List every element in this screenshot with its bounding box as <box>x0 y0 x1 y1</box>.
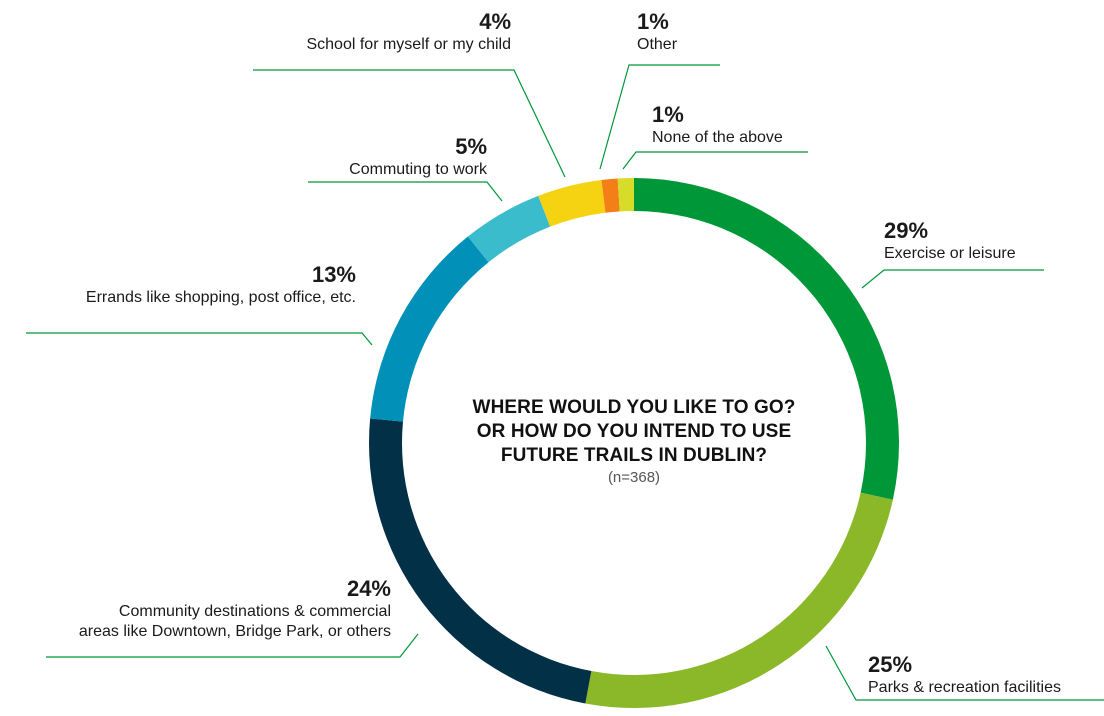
leader-line-commuting <box>308 181 503 202</box>
leader-line-exercise-or-leisure <box>861 269 1044 289</box>
leader-line-other <box>599 64 720 170</box>
chart-title-line-1: WHERE WOULD YOU LIKE TO GO? <box>472 397 796 418</box>
category-label-other: Other <box>637 36 678 53</box>
callout-community-destinations: 24% Community destinations & commercial … <box>79 576 391 642</box>
callout-commuting: 5% Commuting to work <box>349 134 487 180</box>
leader-line-none-of-the-above <box>622 151 808 170</box>
value-label-commuting: 5% <box>455 134 487 159</box>
leader-line-community-destinations <box>46 633 419 658</box>
value-label-community-destinations: 24% <box>346 576 391 601</box>
slice-other <box>601 178 620 213</box>
category-label-parks-recreation: Parks & recreation facilities <box>868 679 1061 696</box>
chart-title-line-2: OR HOW DO YOU INTEND TO USE <box>476 421 792 442</box>
value-label-exercise-or-leisure: 29% <box>884 218 929 243</box>
slice-exercise-or-leisure <box>634 178 900 500</box>
category-label-school: School for myself or my child <box>306 36 511 53</box>
slice-commuting <box>467 195 551 263</box>
callout-errands: 13% Errands like shopping, post office, … <box>86 262 356 308</box>
category-label-commuting: Commuting to work <box>349 161 487 178</box>
chart-title-block: WHERE WOULD YOU LIKE TO GO? OR HOW DO YO… <box>404 396 864 488</box>
slice-community-destinations <box>368 418 592 704</box>
value-label-none-of-the-above: 1% <box>652 102 684 127</box>
category-label-none-of-the-above: None of the above <box>652 129 783 146</box>
category-label-community-destinations-line-1: Community destinations & commercial <box>118 603 391 620</box>
callout-exercise-or-leisure: 29% Exercise or leisure <box>884 218 1016 264</box>
value-label-errands: 13% <box>311 262 356 287</box>
callout-none-of-the-above: 1% None of the above <box>652 102 783 148</box>
slice-school <box>538 180 606 227</box>
callout-parks-recreation: 25% Parks & recreation facilities <box>868 652 1061 698</box>
category-label-community-destinations-line-2: areas like Downtown, Bridge Park, or oth… <box>78 623 391 640</box>
category-label-exercise-or-leisure: Exercise or leisure <box>884 245 1016 262</box>
value-label-parks-recreation: 25% <box>868 652 913 677</box>
sample-size-note: (n=368) <box>607 469 661 486</box>
leader-line-parks-recreation <box>825 645 1104 701</box>
slice-none-of-the-above <box>617 178 634 212</box>
slice-parks-recreation <box>585 492 893 708</box>
category-label-errands: Errands like shopping, post office, etc. <box>85 289 356 306</box>
leader-line-school <box>253 69 566 178</box>
leader-lines-layer <box>26 64 1104 701</box>
value-label-school: 4% <box>479 9 511 34</box>
slice-errands <box>370 236 489 422</box>
value-label-other: 1% <box>637 9 669 34</box>
slices-layer <box>368 178 900 708</box>
leader-line-errands <box>26 332 373 346</box>
callout-other: 1% Other <box>637 9 677 55</box>
chart-title-line-3: FUTURE TRAILS IN DUBLIN? <box>500 445 768 466</box>
callout-school: 4% School for myself or my child <box>306 9 511 55</box>
